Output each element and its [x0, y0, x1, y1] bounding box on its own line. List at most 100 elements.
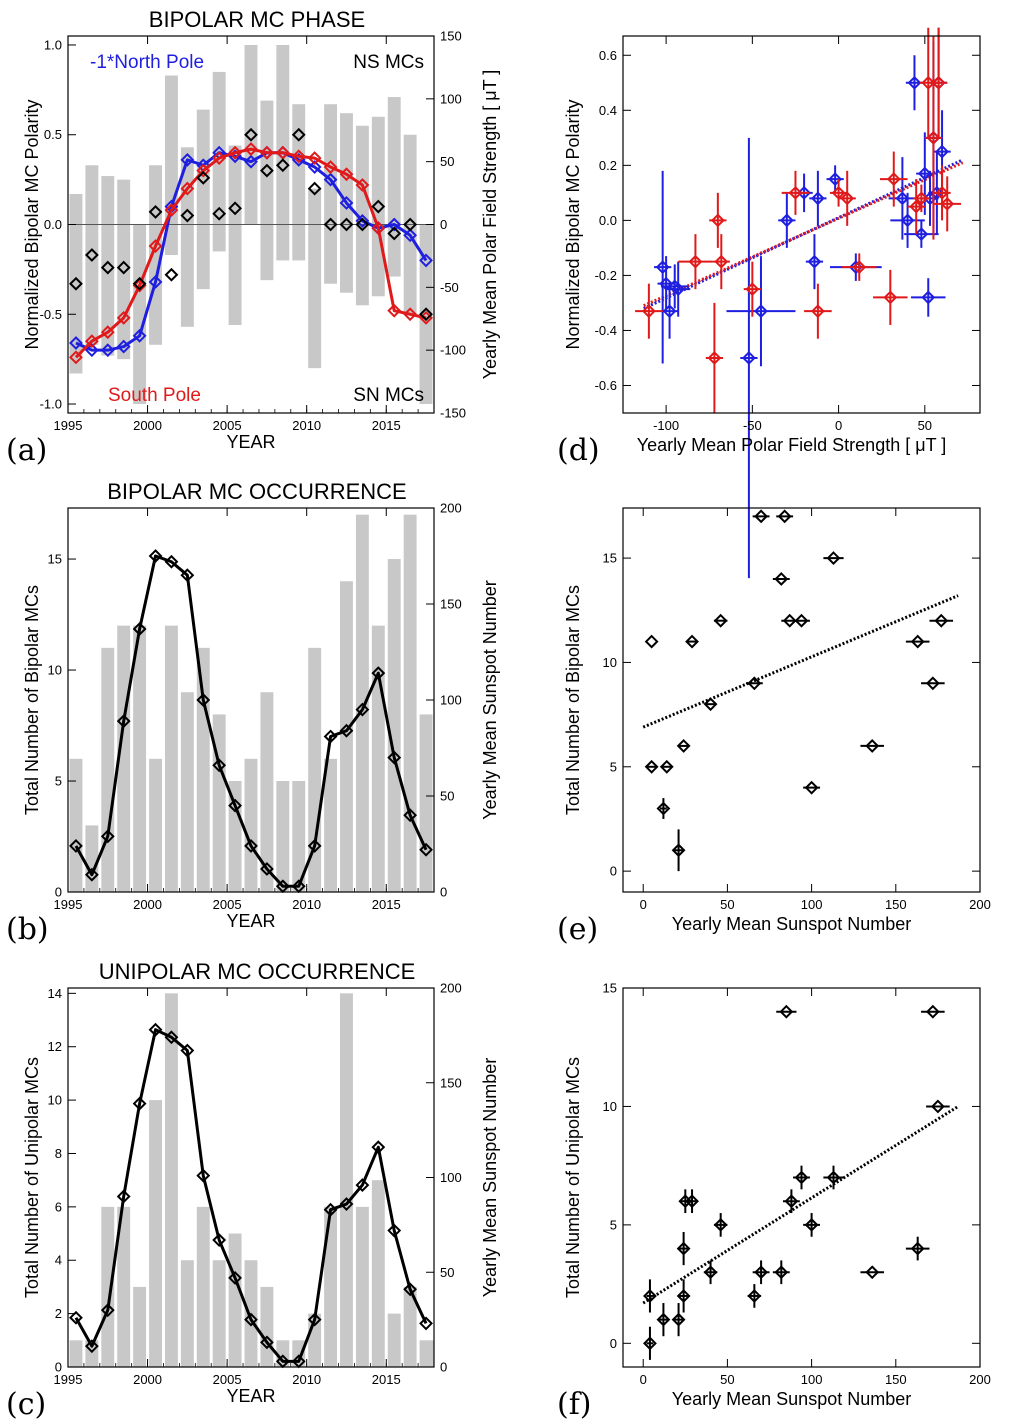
x-axis-label: YEAR — [226, 432, 275, 452]
y-tick-label: 8 — [55, 1146, 62, 1161]
bar — [324, 104, 338, 284]
data-point-1 — [935, 185, 949, 200]
series-point-0 — [339, 723, 354, 738]
data-point-0 — [754, 1265, 768, 1280]
series-point-0 — [355, 702, 370, 717]
x-tick-label: 0 — [835, 418, 842, 433]
x-axis-label: YEAR — [226, 911, 275, 931]
series-point-1 — [100, 325, 115, 340]
y-tick-label: 5 — [610, 759, 617, 774]
bar — [371, 625, 385, 892]
data-point-0 — [671, 843, 686, 858]
series-point-0 — [84, 343, 99, 358]
series-point-1 — [259, 145, 274, 160]
series-point-1 — [132, 278, 147, 293]
data-point-0 — [921, 290, 936, 305]
series-point-1 — [355, 178, 370, 192]
series-point-1 — [339, 167, 354, 182]
series-point-1 — [69, 350, 83, 365]
series-point-1 — [403, 307, 418, 322]
annotation-ns-mcs: NS MCs — [353, 52, 424, 73]
series-point-0 — [148, 275, 163, 289]
series-point-2 — [164, 267, 179, 282]
bar — [69, 1340, 83, 1367]
data-point-0 — [930, 1099, 945, 1114]
data-point-0 — [782, 613, 797, 628]
y-tick-label: 10 — [603, 1099, 617, 1114]
series-point-2 — [180, 208, 195, 223]
x-tick-label: 2005 — [213, 1372, 242, 1387]
data-point-0 — [685, 1194, 699, 1209]
x-tick-label: 0 — [640, 897, 647, 912]
chart-title: BIPOLAR MC OCCURRENCE — [107, 479, 406, 504]
y-tick-label: -0.2 — [595, 268, 617, 283]
bar — [212, 1260, 226, 1367]
y-right-tick-label: 100 — [440, 1170, 462, 1185]
plot-frame — [622, 507, 981, 893]
data-point-0 — [917, 166, 932, 181]
data-point-1 — [940, 196, 955, 211]
bar — [164, 993, 178, 1367]
data-point-0 — [784, 1194, 799, 1209]
bar — [133, 625, 147, 892]
bar — [117, 625, 131, 892]
x-tick-label: 1995 — [54, 897, 83, 912]
data-point-0 — [685, 634, 699, 649]
series-point-1 — [116, 310, 131, 325]
series-point-0 — [164, 554, 179, 569]
series-line-1 — [74, 147, 427, 359]
series-point-0 — [323, 172, 338, 187]
data-point-0 — [925, 676, 940, 691]
chart-title: UNIPOLAR MC OCCURRENCE — [99, 959, 416, 984]
panel-letter: (e) — [557, 912, 598, 947]
series-point-0 — [116, 1189, 131, 1204]
y-right-tick-label: 50 — [440, 154, 454, 169]
x-tick-label: 200 — [969, 897, 991, 912]
data-point-0 — [826, 1170, 841, 1185]
series-point-0 — [69, 839, 83, 853]
series-point-2 — [403, 217, 418, 232]
panel-e: 0 50 100 150 200 0 5 10 15 Yearly Mean Sunspot Nu… — [557, 507, 991, 947]
data-point-0 — [779, 213, 794, 228]
y-tick-label: -1.0 — [40, 397, 62, 412]
bar — [387, 559, 401, 892]
data-point-0 — [826, 551, 841, 566]
series-point-0 — [69, 1310, 83, 1325]
fit-line-0 — [643, 158, 964, 310]
plot-frame — [622, 35, 981, 414]
y-tick-label: 15 — [603, 981, 617, 996]
fit-line — [642, 594, 959, 729]
panel-a: 1995 2000 2005 2010 2015 -1.0 -0.5 0.0 0.5 1.0 -15… — [6, 7, 500, 468]
panel-c: 1995 2000 2005 2010 2015 0 2 4 6 8 10 12 14 0 50 100 150… — [6, 959, 500, 1422]
data-point-1 — [931, 75, 946, 90]
bar — [133, 224, 147, 405]
y-tick-label: 10 — [603, 655, 617, 670]
data-point-0 — [804, 780, 819, 795]
y-tick-label: 0 — [610, 1336, 617, 1351]
series-point-2 — [259, 163, 274, 178]
series-point-0 — [387, 750, 402, 765]
bar — [180, 1260, 194, 1367]
series-point-1 — [387, 303, 402, 318]
data-point-0 — [676, 1289, 691, 1303]
fit-line — [642, 1105, 959, 1305]
annotation-sn-mcs: SN MCs — [353, 385, 424, 406]
data-point-0 — [777, 509, 792, 524]
annotation-south-pole: South Pole — [108, 385, 201, 406]
data-point-0 — [643, 1289, 657, 1303]
data-point-1 — [914, 191, 929, 206]
data-point-0 — [754, 304, 768, 319]
bar — [85, 825, 99, 892]
y-tick-label: 0 — [55, 885, 62, 900]
data-point-1 — [788, 185, 803, 200]
bar — [260, 1286, 274, 1367]
data-point-0 — [676, 1241, 691, 1256]
x-tick-label: 2010 — [292, 897, 321, 912]
series-point-0 — [180, 568, 195, 583]
bar — [260, 692, 274, 892]
y-tick-label: 5 — [55, 774, 62, 789]
series-point-0 — [228, 1271, 243, 1285]
series-point-1 — [323, 160, 338, 174]
data-point-0 — [794, 1170, 809, 1185]
